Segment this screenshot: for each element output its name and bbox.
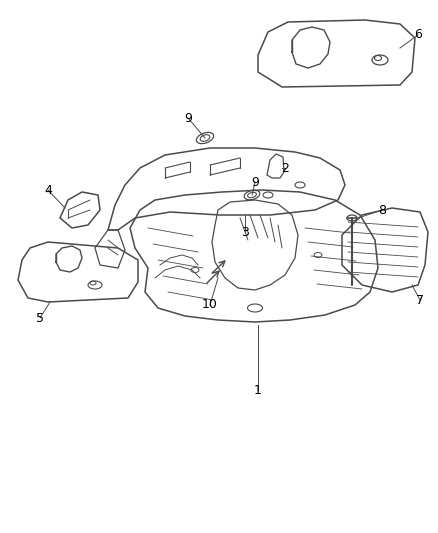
- Text: 7: 7: [416, 294, 424, 306]
- Text: 8: 8: [378, 204, 386, 216]
- Text: 3: 3: [241, 225, 249, 238]
- Text: 5: 5: [36, 311, 44, 325]
- Text: 1: 1: [254, 384, 262, 397]
- Text: 6: 6: [414, 28, 422, 42]
- Text: 10: 10: [202, 298, 218, 311]
- Text: 9: 9: [184, 111, 192, 125]
- Text: 4: 4: [44, 183, 52, 197]
- Text: 2: 2: [281, 161, 289, 174]
- Text: 9: 9: [251, 175, 259, 189]
